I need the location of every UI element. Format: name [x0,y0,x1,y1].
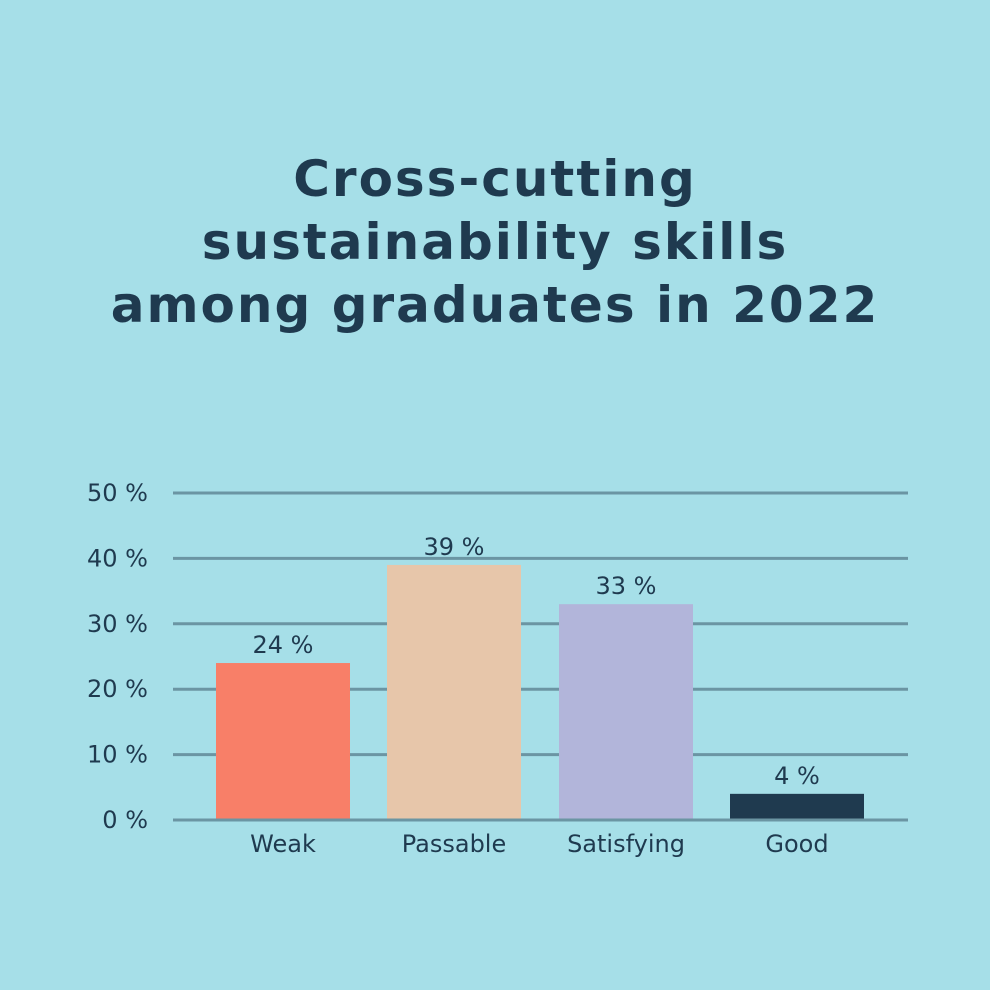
bar-satisfying [559,604,693,820]
x-category-label: Weak [250,830,316,858]
x-category-label: Passable [402,830,506,858]
y-tick-label: 20 % [87,675,148,703]
bar-passable [387,564,521,820]
bar-good [730,793,864,820]
value-label: 24 % [253,631,314,659]
value-label: 4 % [774,762,820,790]
x-category-label: Satisfying [567,830,685,858]
y-tick-label: 40 % [87,544,148,572]
chart-title-line-2: sustainability skills [201,213,789,271]
chart-title-line-1: Cross-cutting [293,150,697,208]
y-tick-label: 10 % [87,741,148,769]
value-label: 33 % [596,572,657,600]
x-category-label: Good [765,830,828,858]
y-tick-label: 0 % [102,806,148,834]
y-tick-label: 50 % [87,479,148,507]
y-tick-label: 30 % [87,610,148,638]
bar-weak [216,663,350,820]
chart-title-line-3: among graduates in 2022 [110,276,880,334]
chart-title: Cross-cutting sustainability skills amon… [0,148,990,337]
value-label: 39 % [424,533,485,561]
